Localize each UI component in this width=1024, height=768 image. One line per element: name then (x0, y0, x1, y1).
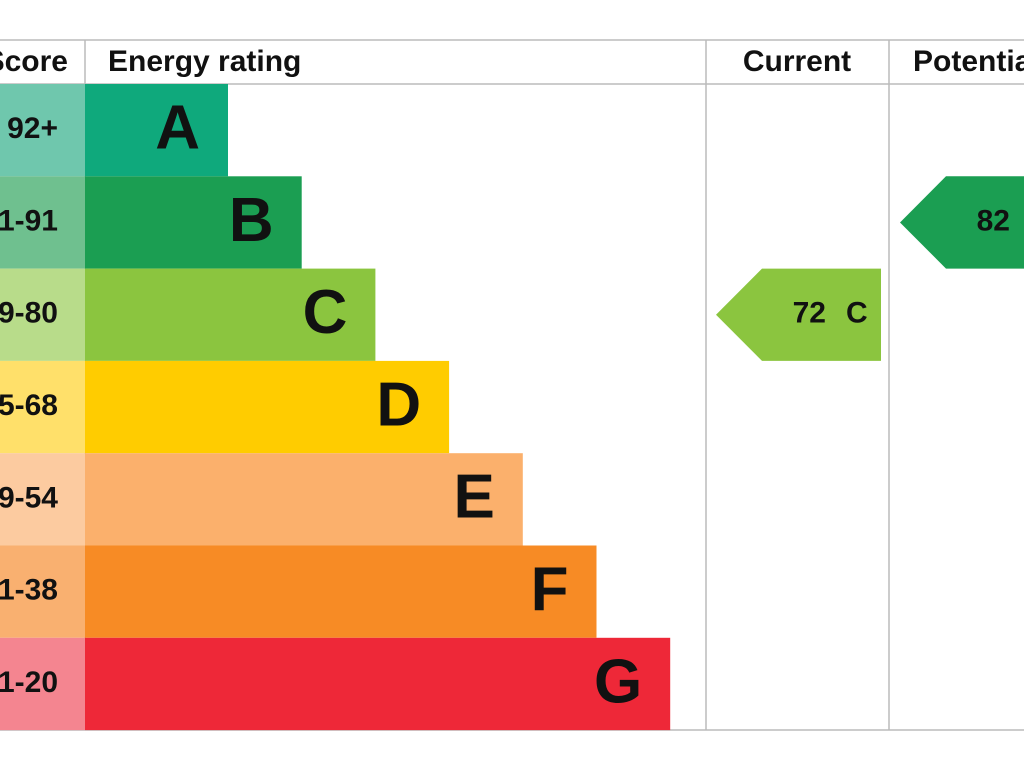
score-range: 92+ (7, 112, 58, 145)
potential-score: 82 (977, 204, 1010, 237)
rating-bar (85, 453, 523, 546)
rating-bar (85, 545, 597, 638)
score-cell (0, 637, 85, 731)
rating-letter: E (453, 463, 494, 532)
score-cell (0, 360, 85, 454)
score-range: 81-91 (0, 204, 58, 237)
rating-letter: A (155, 94, 200, 163)
current-score: 72 (793, 297, 826, 330)
rating-bar (85, 637, 671, 731)
current-arrow (716, 268, 881, 361)
rating-bar (85, 268, 376, 361)
header-current: Current (743, 45, 851, 78)
rating-bar (85, 84, 228, 177)
rating-bar (85, 176, 302, 269)
score-cell (0, 84, 85, 177)
current-letter: C (846, 297, 868, 330)
rating-letter: B (229, 186, 274, 255)
rating-letter: C (303, 278, 348, 347)
score-range: 69-80 (0, 297, 58, 330)
score-range: 55-68 (0, 389, 58, 422)
score-cell (0, 268, 85, 361)
rating-letter: G (594, 647, 642, 716)
rating-letter: D (376, 370, 421, 439)
score-cell (0, 545, 85, 638)
header-score: Score (0, 45, 68, 78)
header-potential: Potential (913, 45, 1024, 78)
potential-arrow (900, 176, 1024, 269)
score-cell (0, 453, 85, 546)
score-cell (0, 176, 85, 269)
score-range: 21-38 (0, 574, 58, 607)
score-range: 39-54 (0, 481, 58, 514)
score-range: 1-20 (0, 666, 58, 699)
rating-letter: F (531, 555, 569, 624)
rating-bar (85, 360, 450, 454)
header-rating: Energy rating (108, 45, 301, 78)
